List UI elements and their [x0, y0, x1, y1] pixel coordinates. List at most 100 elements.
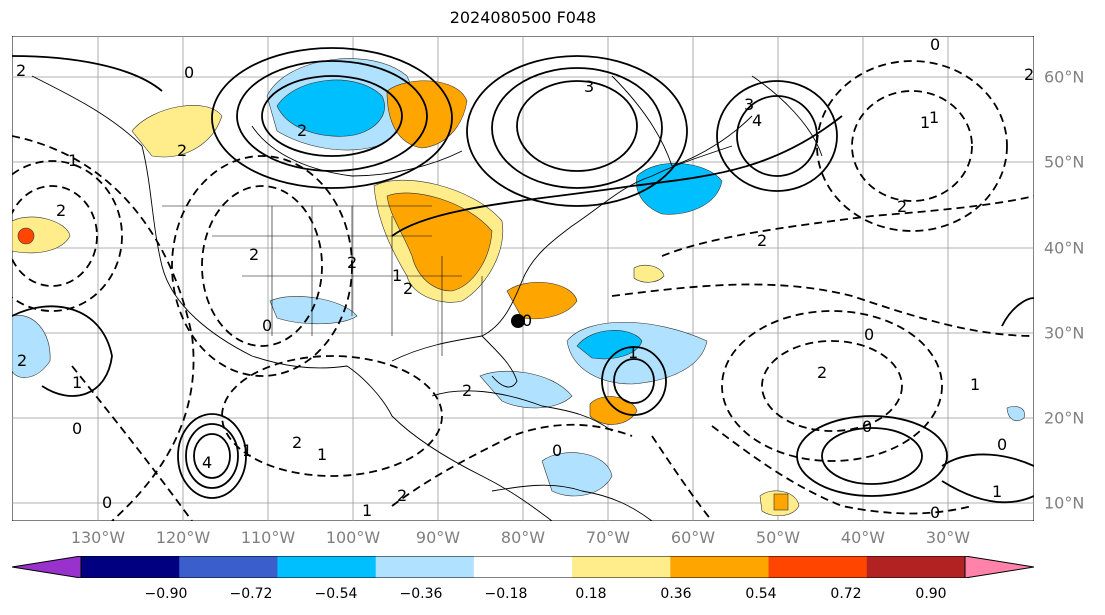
contour-label: 0	[552, 441, 562, 460]
contour-label: 0	[262, 316, 272, 335]
colorbar-tick: 0.36	[660, 586, 692, 602]
colorbar-extend-low	[12, 556, 81, 578]
contour-label: 0	[102, 493, 112, 512]
colorbar-segment	[670, 556, 770, 578]
contour-label: 1	[929, 108, 939, 127]
contour-label: 4	[752, 111, 762, 130]
lat-label: 20°N	[1044, 408, 1085, 428]
shade-yellow-east-atlantic	[633, 264, 665, 283]
colorbar-segment	[866, 556, 966, 578]
lon-label: 130°W	[70, 528, 126, 547]
shade-blue-plains	[269, 296, 358, 325]
shade-orange-carolina	[506, 281, 578, 320]
lon-label: 70°W	[585, 528, 631, 547]
contour-label: 1	[68, 151, 78, 170]
colorbar-segment	[375, 556, 475, 578]
colorbar-extend-high	[965, 556, 1034, 578]
shade-orange-midwest-core	[386, 192, 493, 292]
shade-orange-atlantic	[773, 493, 789, 511]
colorbar-segment	[768, 556, 868, 578]
contour-label: 2	[462, 381, 472, 400]
contour-label-group: 2 0 2 1 2 3 4 3 2 0 2 1 2 0 2 1 2 0 1 4 …	[16, 36, 1034, 521]
contour-label: 2	[16, 61, 26, 80]
map-title: 2024080500 F048	[449, 8, 597, 27]
contour-label: 0	[862, 417, 872, 436]
contour-label: 2	[177, 141, 187, 160]
colorbar-segment	[473, 556, 573, 578]
contour-label: 0	[930, 36, 940, 54]
contour-label: 0	[522, 311, 532, 330]
contour-label: 3	[744, 95, 754, 114]
contour-label: 1	[392, 266, 402, 285]
contour-label: 2	[757, 231, 767, 250]
colorbar-tick: 0.18	[575, 586, 607, 602]
lat-label: 30°N	[1044, 323, 1085, 343]
colorbar-tick: 0.72	[830, 586, 862, 602]
shade-blue-gulf	[479, 370, 573, 409]
graticule	[12, 36, 1034, 521]
contour-label: 2	[403, 279, 413, 298]
lon-label: 50°W	[755, 528, 801, 547]
contour-label: 1	[970, 375, 980, 394]
contour-label: 0	[72, 419, 82, 438]
contour-label: 2	[249, 245, 259, 264]
lat-label: 50°N	[1044, 152, 1085, 172]
location-marker	[511, 314, 525, 328]
lon-label: 40°W	[840, 528, 886, 547]
solid-contours	[12, 47, 1034, 504]
dashed-contours	[12, 60, 1034, 521]
colorbar-segment	[277, 556, 377, 578]
shade-yellow-nw	[131, 105, 223, 158]
colorbar-tick: 0.90	[915, 586, 947, 602]
colorbar	[12, 556, 1034, 578]
lon-label: 100°W	[325, 528, 381, 547]
contour-label: 2	[397, 486, 407, 505]
contour-label: 3	[584, 77, 594, 96]
contour-label: 4	[202, 453, 212, 472]
colorbar-tick: −0.18	[484, 586, 528, 602]
contour-label: 2	[1024, 65, 1034, 84]
lat-label: 10°N	[1044, 493, 1085, 513]
shade-cyan-hudson	[276, 79, 385, 137]
contour-label: 2	[297, 121, 307, 140]
colorbar-segment	[81, 556, 180, 578]
lon-label: 110°W	[240, 528, 296, 547]
lon-label: 60°W	[670, 528, 716, 547]
contour-label: 0	[184, 63, 194, 82]
colorbar-tick: −0.36	[399, 586, 443, 602]
contour-label: 0	[997, 435, 1007, 454]
contour-label: 2	[897, 197, 907, 216]
contour-label: 2	[817, 363, 827, 382]
weather-map: 2 0 2 1 2 3 4 3 2 0 2 1 2 0 2 1 2 0 1 4 …	[12, 36, 1034, 521]
contour-label: 1	[362, 501, 372, 520]
lon-label: 80°W	[500, 528, 546, 547]
lon-label: 120°W	[155, 528, 211, 547]
contour-label: 1	[242, 441, 252, 460]
contour-label: 2	[56, 201, 66, 220]
contour-label: 0	[930, 503, 940, 521]
contour-label: 1	[992, 482, 1002, 501]
coastlines	[31, 75, 823, 521]
shade-cyan-bermuda	[576, 330, 643, 360]
shade-blue-west-coast	[12, 314, 51, 378]
colorbar-tick: −0.72	[229, 586, 273, 602]
contour-label: 1	[628, 343, 638, 362]
lon-label: 30°W	[925, 528, 971, 547]
shade-blue-caribbean-south	[541, 452, 613, 497]
contour-label: 0	[864, 325, 874, 344]
contour-label: 2	[17, 351, 27, 370]
colorbar-tick: 0.54	[745, 586, 777, 602]
shade-red-pacific	[17, 227, 35, 245]
lat-label: 40°N	[1044, 238, 1085, 258]
lon-label: 90°W	[415, 528, 461, 547]
lat-label: 60°N	[1044, 67, 1085, 87]
colorbar-segment	[179, 556, 278, 578]
contour-label: 1	[920, 113, 930, 132]
contour-label: 1	[317, 445, 327, 464]
contour-label: 2	[292, 433, 302, 452]
colorbar-segment	[572, 556, 671, 578]
shade-blue-small-east	[1006, 406, 1025, 421]
colorbar-tick: −0.90	[144, 586, 188, 602]
contour-label: 2	[347, 253, 357, 272]
colorbar-tick: −0.54	[314, 586, 358, 602]
